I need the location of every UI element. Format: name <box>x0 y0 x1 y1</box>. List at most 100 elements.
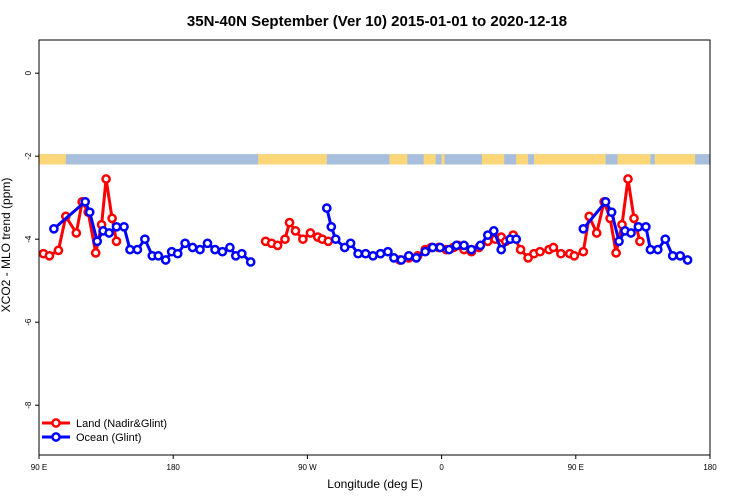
data-point <box>119 221 129 232</box>
plot-frame <box>38 39 711 456</box>
data-point <box>403 250 414 261</box>
data-point <box>284 217 295 228</box>
map-land <box>423 154 436 165</box>
data-point <box>44 250 55 261</box>
series-1 <box>49 196 693 267</box>
data-point <box>49 223 59 234</box>
data-point <box>101 174 111 184</box>
data-point <box>290 226 301 236</box>
data-point <box>111 221 122 232</box>
map-land <box>481 154 505 165</box>
map-ocean <box>39 154 710 165</box>
series-layer <box>38 174 693 267</box>
data-point <box>556 248 566 259</box>
data-point <box>660 234 671 245</box>
data-point <box>451 240 462 251</box>
data-point <box>180 238 190 249</box>
data-point <box>236 248 247 259</box>
map-land <box>53 154 66 165</box>
y-axis: 0 -2 -4 -6 -8 <box>24 70 39 409</box>
y-tick-label: -4 <box>24 235 33 243</box>
x-axis-label: Longitude (deg E) <box>327 477 422 491</box>
data-point <box>427 242 438 253</box>
data-point <box>272 240 283 251</box>
data-point <box>92 236 103 247</box>
data-point <box>298 234 308 245</box>
x-tick-label: 90 W <box>298 463 317 472</box>
data-point <box>633 221 644 232</box>
data-point <box>411 253 422 263</box>
x-tick-label: 180 <box>167 463 181 472</box>
data-point <box>591 228 602 238</box>
y-axis-label: XCO2 - MLO trend (ppm) <box>0 178 13 313</box>
data-point <box>635 236 645 247</box>
data-point <box>548 242 559 253</box>
data-point <box>600 196 611 207</box>
map-land <box>258 154 327 165</box>
data-point <box>195 244 205 255</box>
data-point <box>187 242 198 253</box>
data-point <box>641 221 651 232</box>
data-point <box>375 248 386 259</box>
data-point <box>202 238 213 249</box>
legend-item-ocean: Ocean (Glint) <box>42 432 141 444</box>
data-point <box>280 234 290 245</box>
data-point <box>368 250 378 261</box>
data-point <box>578 246 589 257</box>
data-point <box>675 250 686 261</box>
data-point <box>360 248 371 259</box>
data-point <box>444 244 454 255</box>
data-point <box>396 255 407 265</box>
world-map-strip <box>39 154 710 165</box>
map-land <box>534 154 606 165</box>
data-point <box>569 250 580 261</box>
data-point <box>667 250 678 261</box>
x-tick-label: 90 E <box>31 463 47 472</box>
data-point <box>104 228 114 238</box>
data-point <box>330 234 341 245</box>
chart-title: 35N-40N September (Ver 10) 2015-01-01 to… <box>187 13 567 30</box>
data-point <box>140 234 150 245</box>
data-point <box>606 207 617 218</box>
legend: Land (Nadir&Glint) Ocean (Glint) <box>42 418 167 444</box>
data-point <box>578 223 589 234</box>
data-point <box>84 207 95 218</box>
data-point <box>132 244 143 255</box>
data-point <box>488 226 499 236</box>
data-point <box>629 213 639 224</box>
legend-marker-land <box>51 418 61 428</box>
x-tick-label: 90 E <box>568 463 584 472</box>
data-point <box>389 253 399 263</box>
data-point <box>682 255 693 265</box>
data-point <box>125 244 135 255</box>
y-tick-label: -2 <box>24 152 33 160</box>
data-point <box>645 244 656 255</box>
data-point <box>111 236 122 247</box>
data-point <box>345 238 356 249</box>
y-tick-label: -6 <box>24 318 33 326</box>
data-point <box>225 242 235 253</box>
data-point <box>535 246 545 257</box>
data-point <box>172 248 183 259</box>
data-point <box>459 240 469 251</box>
map-land <box>39 154 54 165</box>
data-point <box>652 244 663 255</box>
x-axis: 90 E 180 90 W 0 90 E 180 <box>31 455 717 472</box>
data-point <box>80 196 91 207</box>
data-point <box>353 248 363 259</box>
data-point <box>217 246 228 257</box>
data-point <box>305 228 316 238</box>
legend-label-land: Land (Nadir&Glint) <box>76 418 167 430</box>
data-point <box>326 221 337 232</box>
data-point <box>496 244 507 255</box>
data-point <box>623 174 633 184</box>
data-point <box>53 245 64 256</box>
data-point <box>611 248 621 258</box>
data-point <box>383 246 393 257</box>
data-point <box>420 246 431 257</box>
data-point <box>90 248 101 258</box>
data-point <box>515 244 526 255</box>
data-point <box>160 255 171 265</box>
